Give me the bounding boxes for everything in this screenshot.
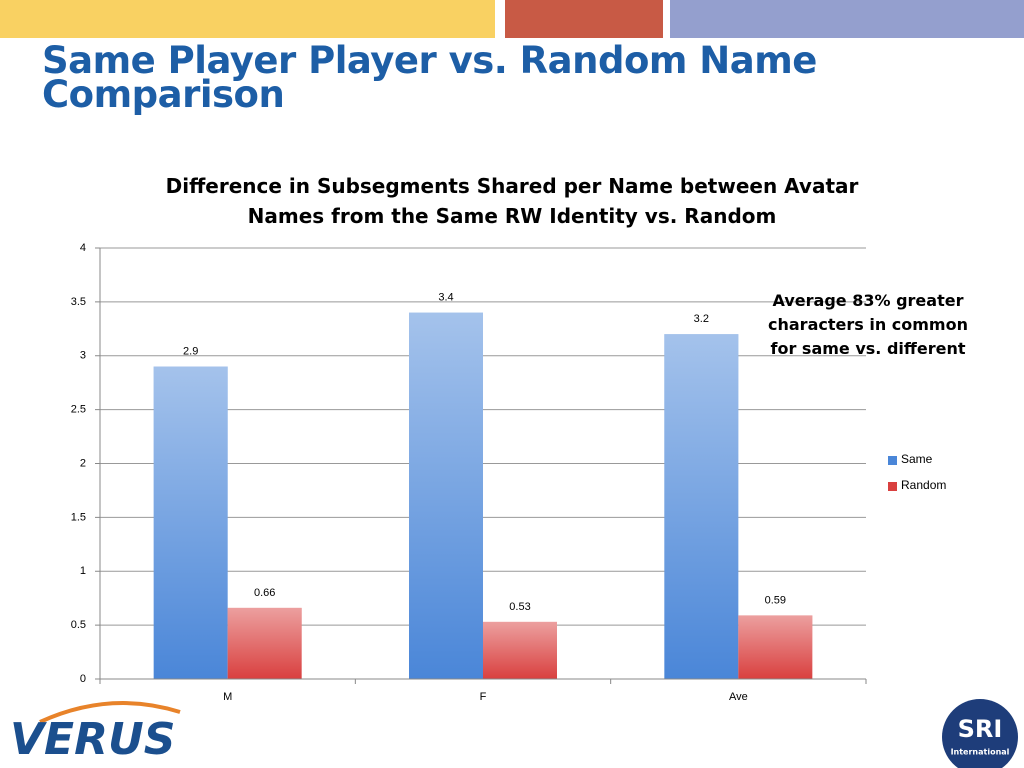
bar-shine <box>738 615 813 679</box>
legend-label: Random <box>901 478 946 492</box>
x-tick-label: M <box>223 691 232 703</box>
y-tick-label: 1 <box>80 565 86 577</box>
legend-swatch <box>888 456 897 465</box>
data-label: 3.2 <box>694 313 709 325</box>
data-label: 0.66 <box>254 587 275 599</box>
bar-shine <box>664 334 739 679</box>
y-tick-label: 4 <box>80 242 86 254</box>
logo-sri <box>942 699 1018 768</box>
y-tick-label: 2 <box>80 457 86 469</box>
bar-shine <box>409 312 483 679</box>
y-tick-label: 3.5 <box>71 296 86 308</box>
legend-swatch <box>888 482 897 491</box>
logo-sri-sub: International <box>951 748 1010 757</box>
stripe <box>0 0 495 38</box>
stripe <box>670 0 1024 38</box>
x-tick-label: F <box>480 691 487 703</box>
legend-label: Same <box>901 452 933 466</box>
slide-title: Same Player Player vs. Random Name Compa… <box>42 39 817 116</box>
annotation: Average 83% greater characters in common… <box>768 291 968 358</box>
stripe <box>505 0 663 38</box>
chart-title: Difference in Subsegments Shared per Nam… <box>165 174 859 228</box>
data-label: 3.4 <box>438 292 453 304</box>
bar-shine <box>483 621 557 679</box>
logo-verus: VERUS <box>10 714 175 765</box>
y-tick-label: 1.5 <box>71 511 86 523</box>
y-tick-label: 2.5 <box>71 404 86 416</box>
data-label: 0.53 <box>509 601 530 613</box>
logo-arc <box>39 701 181 724</box>
data-label: 0.59 <box>765 594 786 606</box>
x-tick-label: Ave <box>729 691 748 703</box>
y-tick-label: 3 <box>80 350 86 362</box>
data-label: 2.9 <box>183 345 198 357</box>
y-tick-label: 0 <box>80 673 86 685</box>
bar-shine <box>227 607 302 679</box>
bar-shine <box>153 366 228 679</box>
logo-sri-text: SRI <box>958 715 1003 743</box>
y-tick-label: 0.5 <box>71 619 86 631</box>
